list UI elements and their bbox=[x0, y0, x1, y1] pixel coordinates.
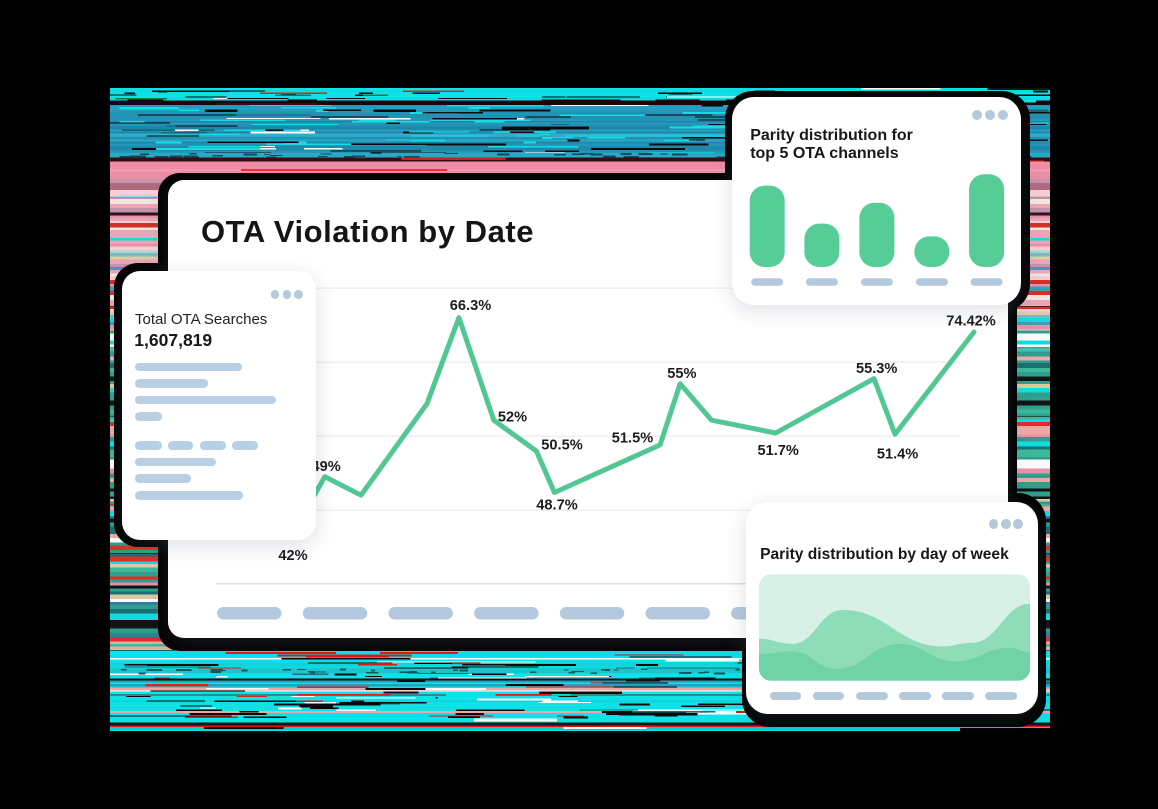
svg-text:55.3%: 55.3% bbox=[856, 361, 897, 377]
svg-text:49%: 49% bbox=[311, 459, 340, 475]
svg-text:74.42%: 74.42% bbox=[946, 314, 996, 330]
svg-text:42%: 42% bbox=[278, 548, 307, 564]
svg-text:48.7%: 48.7% bbox=[536, 498, 577, 514]
svg-text:50.5%: 50.5% bbox=[541, 438, 582, 454]
svg-text:52%: 52% bbox=[498, 410, 527, 426]
svg-text:51.7%: 51.7% bbox=[758, 443, 799, 459]
svg-text:66.3%: 66.3% bbox=[450, 298, 491, 314]
svg-text:55%: 55% bbox=[667, 366, 696, 382]
svg-text:51.4%: 51.4% bbox=[877, 446, 918, 462]
svg-text:51.5%: 51.5% bbox=[612, 430, 653, 446]
